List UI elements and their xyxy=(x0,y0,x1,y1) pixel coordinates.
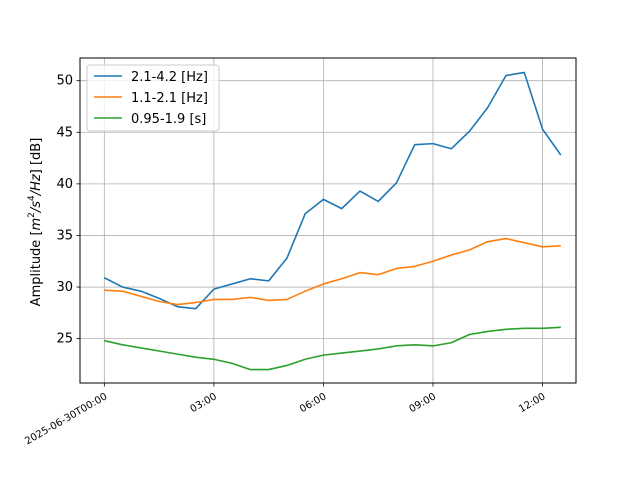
y-tick-label: 40 xyxy=(56,177,73,192)
y-tick-label: 30 xyxy=(56,280,73,295)
y-axis-label: Amplitude [m2/s4/Hz] [dB] xyxy=(27,138,44,307)
y-tick-label: 35 xyxy=(56,228,73,243)
legend-box xyxy=(86,64,220,132)
y-axis: 25 30 35 40 45 50 xyxy=(56,74,80,347)
y-tick-label: 25 xyxy=(56,332,73,347)
series-line-3 xyxy=(104,326,561,371)
series-layer xyxy=(103,71,562,371)
legend-label-1: 2.1-4.2 [Hz] xyxy=(131,70,208,85)
plot-frame xyxy=(79,57,577,384)
legend-label-3: 0.95-1.9 [s] xyxy=(131,112,206,127)
grid xyxy=(80,58,576,383)
legend: 2.1-4.2 [Hz] 1.1-2.1 [Hz] 0.95-1.9 [s] xyxy=(86,64,220,132)
series-line-2 xyxy=(104,237,561,306)
y-tick-label: 45 xyxy=(56,125,73,140)
y-tick-label: 50 xyxy=(56,74,73,89)
series-line-1 xyxy=(103,71,562,310)
legend-label-2: 1.1-2.1 [Hz] xyxy=(131,91,208,106)
